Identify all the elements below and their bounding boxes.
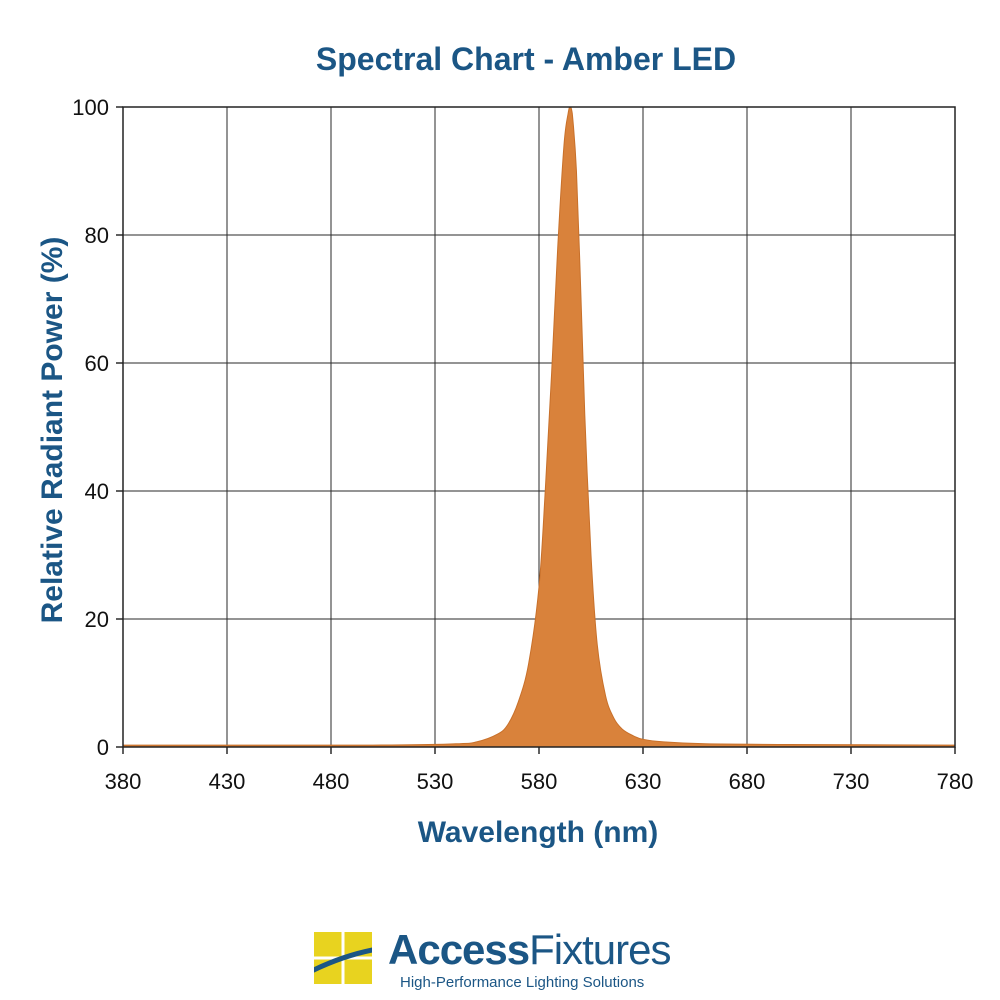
logo-mark-icon [314, 932, 372, 984]
y-tick-label: 0 [97, 735, 109, 760]
x-tick-label: 680 [729, 769, 766, 794]
x-tick-label: 630 [625, 769, 662, 794]
x-tick-label: 730 [833, 769, 870, 794]
x-tick-label: 780 [937, 769, 974, 794]
logo-name-light: Fixtures [529, 926, 671, 973]
x-tick-label: 380 [105, 769, 142, 794]
x-tick-label: 530 [417, 769, 454, 794]
logo-name-bold: Access [388, 926, 530, 973]
y-tick-label: 100 [72, 95, 109, 120]
x-axis-label: Wavelength (nm) [418, 816, 659, 849]
access-fixtures-logo: AccessFixtures High-Performance Lighting… [300, 926, 720, 996]
logo-tagline: High-Performance Lighting Solutions [400, 974, 645, 991]
chart-title: Spectral Chart - Amber LED [316, 41, 736, 77]
y-tick-label: 40 [85, 479, 109, 504]
x-tick-label: 580 [521, 769, 558, 794]
y-tick-label: 20 [85, 607, 109, 632]
x-tick-label: 430 [209, 769, 246, 794]
y-axis-label: Relative Radiant Power (%) [36, 237, 69, 624]
y-tick-label: 60 [85, 351, 109, 376]
logo-wordmark: AccessFixtures [388, 926, 671, 974]
plot-frame [122, 106, 956, 748]
y-tick-label: 80 [85, 223, 109, 248]
x-tick-label: 480 [313, 769, 350, 794]
tick-labels: 380 430 480 530 580 630 680 730 780 0 20 40 60 80 100 [72, 95, 973, 794]
